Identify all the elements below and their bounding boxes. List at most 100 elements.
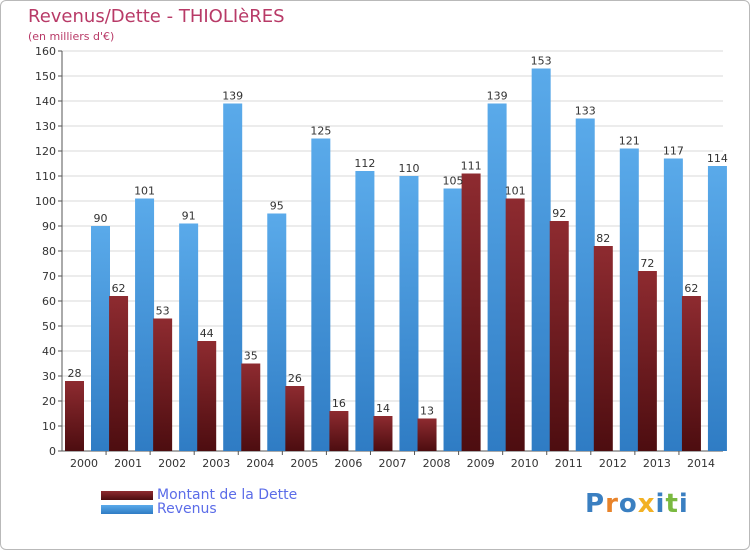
x-tick-label: 2011: [555, 457, 583, 470]
revenue-bar: [707, 166, 727, 451]
grid-lines: [62, 50, 723, 427]
y-tick-label: 120: [35, 145, 56, 158]
y-tick-label: 20: [42, 395, 56, 408]
legend-swatch-revenue: [101, 505, 153, 514]
legend-label-revenue: Revenus: [157, 501, 217, 517]
revenue-bar: [179, 223, 199, 451]
debt-value-label: 82: [596, 232, 610, 245]
debt-bar: [65, 381, 84, 451]
revenue-bar: [443, 188, 463, 451]
y-tick-label: 70: [42, 270, 56, 283]
debt-value-label: 35: [244, 350, 258, 363]
y-tick-label: 150: [35, 70, 56, 83]
y-tick-label: 60: [42, 295, 56, 308]
x-tick-label: 2004: [246, 457, 274, 470]
revenue-value-label: 139: [222, 90, 243, 103]
debt-value-label: 111: [461, 160, 482, 173]
revenue-value-label: 95: [270, 200, 284, 213]
y-tick-label: 30: [42, 370, 56, 383]
logo-letter: t: [665, 489, 679, 519]
y-tick-label: 130: [35, 120, 56, 133]
debt-bar: [637, 271, 657, 451]
debt-value-label: 16: [332, 397, 346, 410]
legend-swatch-debt: [101, 491, 153, 500]
logo-letter: P: [585, 489, 606, 519]
debt-bar: [197, 341, 217, 451]
y-tick-label: 80: [42, 245, 56, 258]
revenue-bar: [355, 171, 375, 451]
debt-bar: [109, 296, 129, 451]
logo-letter: i: [655, 489, 666, 519]
debt-bar: [373, 416, 393, 451]
y-tick-label: 0: [49, 445, 56, 458]
logo-letter: x: [637, 489, 656, 519]
y-tick-label: 10: [42, 420, 56, 433]
debt-bar: [681, 296, 701, 451]
x-tick-label: 2006: [334, 457, 362, 470]
revenue-bar: [223, 103, 243, 451]
revenue-value-label: 114: [707, 152, 728, 165]
y-tick-label: 100: [35, 195, 56, 208]
data-labels: 28 90 62 101 53 91 44 139 35 95 26 125 16 112 14 110 13 1…: [68, 55, 728, 418]
y-tick-label: 140: [35, 95, 56, 108]
revenue-value-label: 133: [575, 105, 596, 118]
revenue-bar: [531, 68, 551, 451]
revenue-value-label: 91: [182, 210, 196, 223]
debt-value-label: 44: [200, 327, 214, 340]
revenue-value-label: 153: [531, 55, 552, 68]
debt-value-label: 53: [156, 305, 170, 318]
debt-bar: [417, 418, 437, 451]
debt-bar: [505, 198, 525, 451]
legend-label-debt: Montant de la Dette: [157, 487, 298, 503]
debt-bar: [153, 318, 173, 451]
x-tick-label: 2012: [599, 457, 627, 470]
logo-letter: o: [618, 489, 638, 519]
debt-bar: [461, 173, 481, 451]
debt-bar: [285, 386, 305, 451]
revenue-value-label: 117: [663, 145, 684, 158]
revenue-value-label: 121: [619, 135, 640, 148]
revenue-value-label: 90: [94, 212, 108, 225]
x-tick-label: 2014: [687, 457, 715, 470]
y-tick-label: 110: [35, 170, 56, 183]
x-tick-label: 2008: [423, 457, 451, 470]
debt-value-label: 26: [288, 372, 302, 385]
revenue-value-label: 112: [354, 157, 375, 170]
logo-letter: r: [605, 489, 619, 519]
debt-bar: [329, 411, 349, 451]
revenue-bar: [575, 118, 595, 451]
revenue-bar: [487, 103, 507, 451]
revenue-bar: [267, 213, 287, 451]
x-tick-label: 2000: [70, 457, 98, 470]
debt-value-label: 62: [112, 282, 126, 295]
bars: [65, 68, 727, 451]
revenue-value-label: 139: [487, 90, 508, 103]
debt-bar: [549, 221, 569, 451]
debt-bar: [593, 246, 613, 451]
revenue-value-label: 110: [398, 162, 419, 175]
revenue-value-label: 125: [310, 125, 331, 138]
x-tick-label: 2002: [158, 457, 186, 470]
x-tick-label: 2010: [511, 457, 539, 470]
x-tick-label: 2009: [467, 457, 495, 470]
debt-value-label: 14: [376, 402, 390, 415]
revenue-bar: [91, 226, 110, 451]
debt-value-label: 13: [420, 405, 434, 418]
y-tick-label: 90: [42, 220, 56, 233]
y-tick-label: 160: [35, 45, 56, 58]
debt-value-label: 101: [505, 185, 526, 198]
logo-letter: i: [678, 489, 689, 519]
debt-bar: [241, 363, 261, 451]
y-tick-label: 50: [42, 320, 56, 333]
debt-value-label: 92: [552, 207, 566, 220]
x-tick-label: 2005: [290, 457, 318, 470]
x-tick-label: 2007: [379, 457, 407, 470]
revenue-bar: [135, 198, 155, 451]
debt-value-label: 72: [640, 257, 654, 270]
axes: 0 10 20 30 40 50 60 70 80 90 100 110 120 130 140 150 160…: [35, 45, 723, 470]
debt-value-label: 62: [684, 282, 698, 295]
chart-title: Revenus/Dette - THIOLIèRES: [28, 6, 285, 27]
chart-subtitle: (en milliers d'€): [28, 30, 115, 43]
